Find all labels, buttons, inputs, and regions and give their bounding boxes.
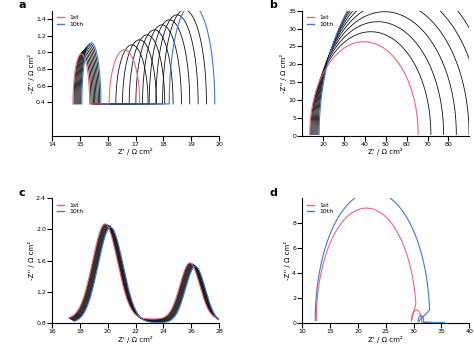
X-axis label: Z' / Ω cm²: Z' / Ω cm² bbox=[118, 336, 153, 343]
Y-axis label: -Z'' / Ω cm²: -Z'' / Ω cm² bbox=[280, 54, 287, 93]
X-axis label: Z' / Ω cm²: Z' / Ω cm² bbox=[118, 148, 153, 155]
Text: d: d bbox=[269, 187, 277, 198]
Legend: 1st, 10th: 1st, 10th bbox=[55, 14, 84, 28]
X-axis label: Z' / Ω cm²: Z' / Ω cm² bbox=[368, 148, 403, 155]
Y-axis label: -Z'' / Ω cm²: -Z'' / Ω cm² bbox=[27, 241, 35, 280]
Y-axis label: -Z'' / Ω cm²: -Z'' / Ω cm² bbox=[27, 54, 35, 93]
Text: c: c bbox=[19, 187, 26, 198]
Text: b: b bbox=[269, 0, 277, 10]
Legend: 1st, 10th: 1st, 10th bbox=[306, 201, 335, 216]
Y-axis label: -Z'' / Ω cm²: -Z'' / Ω cm² bbox=[284, 241, 291, 280]
Legend: 1st, 10th: 1st, 10th bbox=[306, 14, 335, 28]
Legend: 1st, 10th: 1st, 10th bbox=[55, 201, 84, 216]
Text: a: a bbox=[19, 0, 26, 10]
X-axis label: Z' / Ω cm²: Z' / Ω cm² bbox=[368, 336, 403, 343]
